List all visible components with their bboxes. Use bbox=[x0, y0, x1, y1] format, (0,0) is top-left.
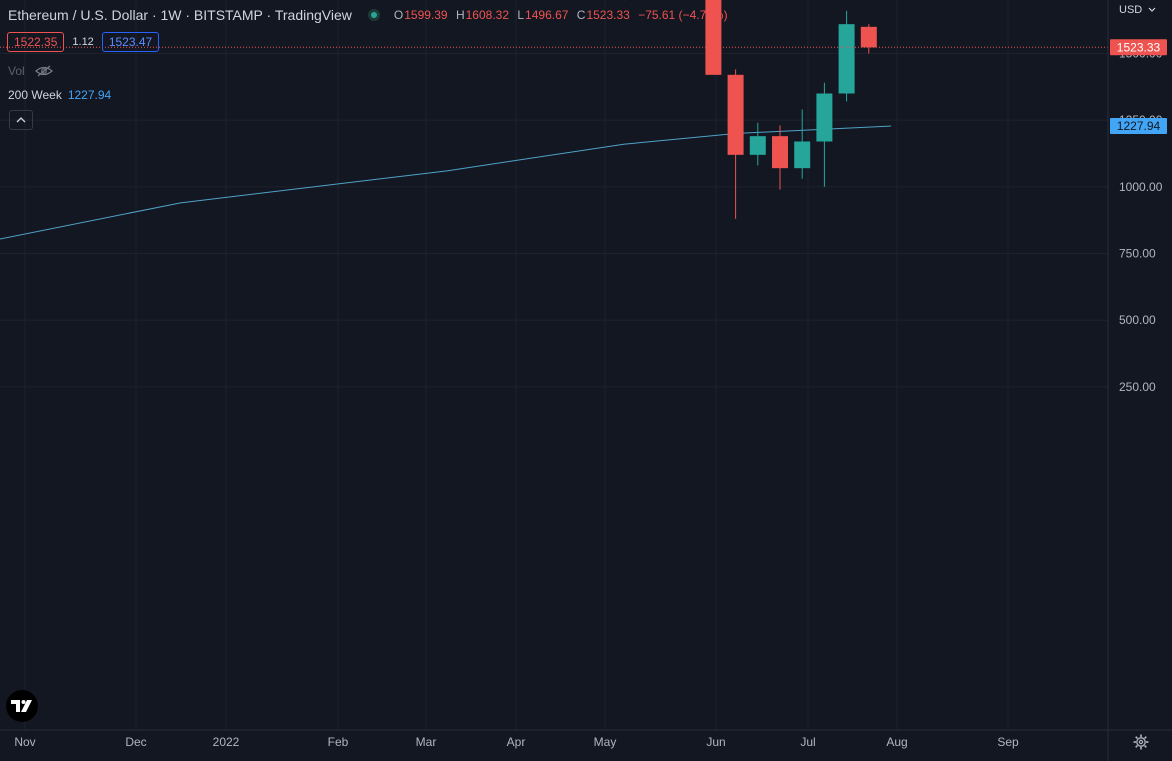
open-label: O bbox=[393, 8, 404, 22]
legend-header: Ethereum / U.S. Dollar · 1W · BITSTAMP ·… bbox=[8, 7, 729, 23]
low-label: L bbox=[517, 8, 525, 22]
high-value: 1608.32 bbox=[465, 8, 510, 22]
quote-bar: 1522.35 1.12 1523.47 bbox=[7, 32, 160, 52]
settings-button[interactable] bbox=[1133, 734, 1149, 755]
chevron-up-icon bbox=[16, 117, 26, 123]
last-price-tag bbox=[1110, 39, 1167, 56]
time-tick-label: Jul bbox=[800, 735, 815, 749]
candle-body bbox=[772, 136, 788, 169]
candle-body bbox=[816, 93, 833, 142]
tv-mark-icon bbox=[11, 700, 32, 712]
ma-200-layer bbox=[0, 125, 892, 240]
close-label: C bbox=[576, 8, 586, 22]
time-tick-label: May bbox=[594, 735, 617, 749]
time-tick-label: 2022 bbox=[213, 735, 240, 749]
price-tick-label: 250.00 bbox=[1119, 380, 1156, 394]
candle-body bbox=[749, 136, 766, 155]
currency-label: USD bbox=[1119, 4, 1143, 16]
buy-button[interactable]: 1523.47 bbox=[101, 32, 160, 52]
close-value: 1523.33 bbox=[586, 8, 630, 22]
volume-legend: Vol bbox=[8, 64, 53, 78]
candle-body bbox=[838, 24, 855, 94]
time-axis[interactable]: Nov Dec 2022 Feb Mar Apr May Jun Jul Aug Sep bbox=[0, 729, 1172, 749]
ma-value: 1227.94 bbox=[67, 88, 112, 102]
time-tick-label: Jun bbox=[706, 735, 725, 749]
chevron-down-icon bbox=[1148, 7, 1156, 12]
time-tick-label: Nov bbox=[14, 735, 35, 749]
ma-price-tag bbox=[1110, 118, 1167, 135]
market-status-icon[interactable] bbox=[367, 9, 380, 21]
candles-layer bbox=[624, 0, 877, 219]
tradingview-logo-icon[interactable] bbox=[6, 690, 38, 722]
time-tick-label: Sep bbox=[997, 735, 1019, 749]
change-value: −75.61 (−4.73%) bbox=[638, 8, 728, 22]
sell-button[interactable]: 1522.35 bbox=[7, 32, 65, 52]
price-tick-label: 750.00 bbox=[1119, 246, 1156, 260]
low-value: 1496.67 bbox=[525, 8, 569, 22]
candle-body bbox=[794, 141, 811, 169]
time-tick-label: Aug bbox=[886, 735, 907, 749]
time-tick-label: Mar bbox=[416, 735, 437, 749]
last-price-tag-label: 1523.33 bbox=[1117, 40, 1161, 54]
ma-legend[interactable]: 200 Week 1227.94 bbox=[8, 88, 111, 102]
collapse-legend-button[interactable] bbox=[9, 110, 33, 130]
ma-label: 200 Week bbox=[8, 88, 62, 102]
time-tick-label: Dec bbox=[125, 735, 146, 749]
candle-body bbox=[727, 74, 744, 155]
time-tick-label: Apr bbox=[507, 735, 526, 749]
price-axis[interactable]: 250.00500.00750.001000.001250.001500.001… bbox=[1107, 0, 1167, 761]
ohlc-values: O1599.39 H1608.32 L1496.67 C1523.33 −75.… bbox=[394, 8, 729, 22]
symbol-title[interactable]: Ethereum / U.S. Dollar · 1W · BITSTAMP ·… bbox=[8, 7, 352, 23]
price-tick-label: 1000.00 bbox=[1119, 180, 1163, 194]
eye-hidden-icon[interactable] bbox=[34, 65, 53, 77]
high-label: H bbox=[455, 8, 465, 22]
spread-value: 1.12 bbox=[72, 36, 94, 48]
grid-lines bbox=[0, 0, 1108, 730]
candle-body bbox=[860, 26, 877, 48]
gear-icon bbox=[1133, 734, 1149, 750]
time-tick-label: Feb bbox=[328, 735, 349, 749]
candle-body bbox=[705, 0, 722, 75]
price-tick-label: 500.00 bbox=[1119, 313, 1156, 327]
ma-price-tag-label: 1227.94 bbox=[1117, 119, 1161, 133]
open-value: 1599.39 bbox=[404, 8, 448, 22]
currency-selector[interactable]: USD bbox=[1119, 4, 1156, 16]
ma-200-line bbox=[0, 125, 892, 240]
volume-label: Vol bbox=[8, 64, 25, 78]
